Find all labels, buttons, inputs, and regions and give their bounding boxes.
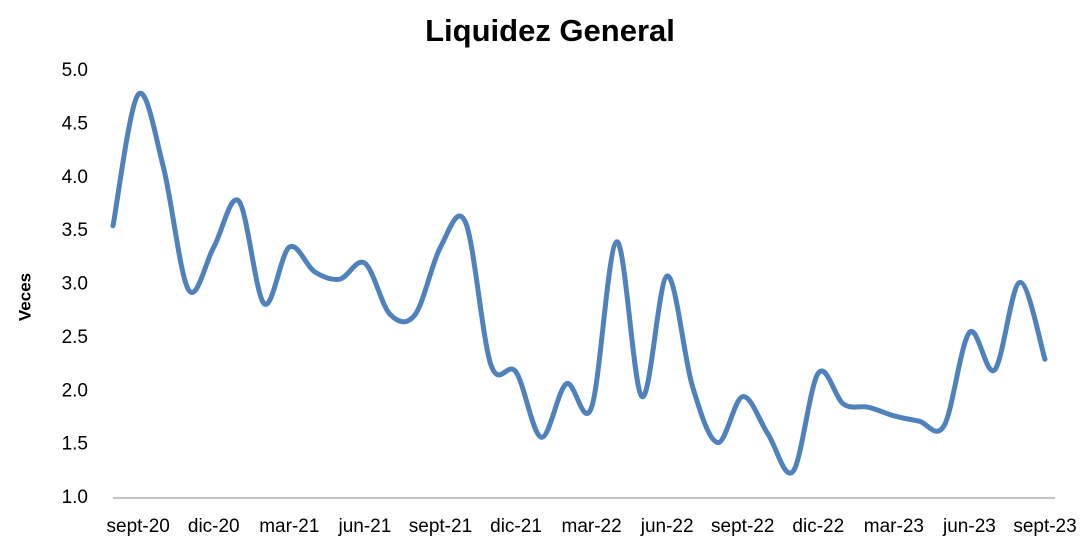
x-tick-label: sept-20 [107, 516, 170, 537]
y-tick-label: 3.0 [62, 274, 88, 295]
y-tick-label: 3.5 [62, 220, 88, 241]
x-tick-label: mar-23 [864, 516, 924, 537]
y-tick-label: 1.0 [62, 487, 88, 508]
x-tick-label: dic-21 [490, 516, 542, 537]
x-tick-label: jun-22 [640, 516, 694, 537]
y-tick-label: 1.5 [62, 434, 88, 455]
x-tick-label: sept-22 [711, 516, 774, 537]
y-tick-label: 2.5 [62, 327, 88, 348]
x-tick-label: jun-23 [942, 516, 996, 537]
x-tick-label: sept-23 [1013, 516, 1076, 537]
y-tick-label: 4.0 [62, 167, 88, 188]
y-tick-label: 5.0 [62, 60, 88, 81]
x-tick-label: jun-21 [337, 516, 391, 537]
x-tick-label: sept-21 [409, 516, 472, 537]
x-tick-label: mar-21 [259, 516, 319, 537]
x-tick-label: dic-22 [792, 516, 844, 537]
x-tick-label: dic-20 [188, 516, 240, 537]
y-axis-label: Veces [15, 273, 34, 321]
chart-title: Liquidez General [425, 13, 675, 48]
x-tick-label: mar-22 [562, 516, 622, 537]
y-tick-label: 4.5 [62, 113, 88, 134]
series-line [110, 90, 1048, 476]
y-tick-label: 2.0 [62, 380, 88, 401]
